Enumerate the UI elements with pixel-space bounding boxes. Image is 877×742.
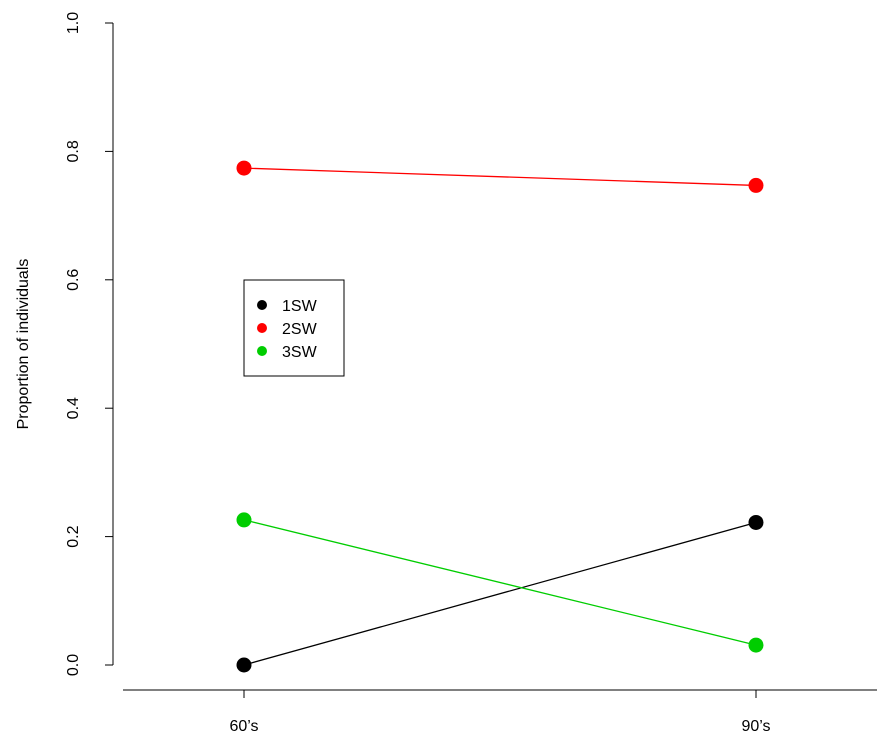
legend-marker <box>257 346 267 356</box>
y-axis: 0.0 0.2 0.4 0.6 0.8 1.0 <box>65 12 114 676</box>
series-line-2sw <box>243 167 757 187</box>
legend-label: 1SW <box>282 298 318 315</box>
x-tick-label: 90’s <box>741 718 770 735</box>
y-tick-label: 0.4 <box>65 397 82 419</box>
x-tick-label: 60’s <box>229 718 258 735</box>
legend-box <box>243 279 345 377</box>
series-line-3sw <box>243 519 757 646</box>
y-tick-label: 0.6 <box>65 269 82 291</box>
y-tick-label: 0.8 <box>65 140 82 162</box>
x-axis: 60’s 90’s <box>123 689 877 735</box>
legend-label: 2SW <box>282 321 318 338</box>
data-point-1sw <box>236 657 252 673</box>
data-point-1sw <box>748 514 764 530</box>
series-line-1sw <box>243 521 757 666</box>
legend-label: 3SW <box>282 344 318 361</box>
data-point-3sw <box>748 637 764 653</box>
legend-marker <box>257 300 267 310</box>
data-point-2sw <box>236 160 252 176</box>
data-point-2sw <box>748 177 764 193</box>
y-axis-label: Proportion of individuals <box>15 259 32 430</box>
y-tick-label: 1.0 <box>65 12 82 34</box>
data-point-3sw <box>236 512 252 528</box>
y-tick-label: 0.0 <box>65 654 82 676</box>
series-layer <box>236 160 764 673</box>
legend-marker <box>257 323 267 333</box>
legend: 1SW 2SW 3SW <box>243 279 345 377</box>
y-tick-label: 0.2 <box>65 525 82 547</box>
